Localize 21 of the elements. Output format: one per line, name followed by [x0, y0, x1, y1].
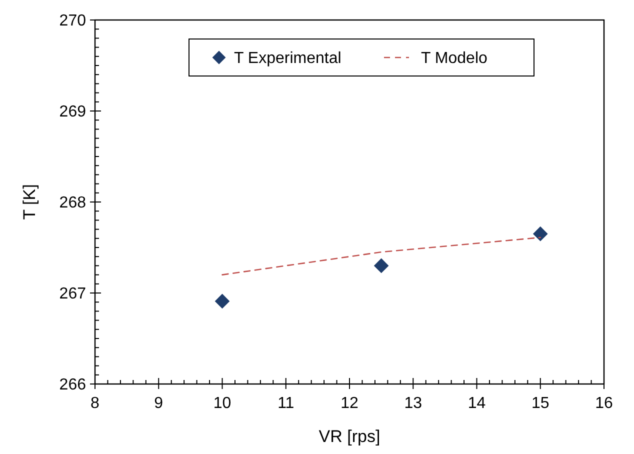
point: [214, 294, 230, 309]
x-tick-label: 8: [90, 395, 100, 412]
x-tick-label: 10: [213, 395, 232, 412]
y-tick-label: 269: [59, 104, 86, 121]
legend-label: T Experimental: [234, 50, 342, 68]
x-tick-label: 13: [404, 395, 422, 412]
point: [532, 226, 548, 242]
x-tick-label: 15: [531, 395, 550, 412]
y-tick-label: 267: [59, 286, 86, 303]
x-tick-label: 16: [595, 395, 613, 412]
x-tick-label: 14: [468, 395, 486, 412]
x-tick-label: 12: [340, 395, 358, 412]
y-axis-title: T [K]: [20, 184, 39, 220]
legend-label: T Modelo: [421, 50, 488, 68]
y-tick-label: 268: [59, 194, 86, 212]
x-tick-label: 11: [278, 395, 294, 412]
x-tick-label: 9: [154, 395, 164, 412]
x-axis-title: VR [rps]: [318, 427, 380, 446]
point: [374, 258, 389, 274]
y-tick-label: 266: [59, 376, 86, 394]
y-tick-label: 270: [59, 12, 86, 30]
